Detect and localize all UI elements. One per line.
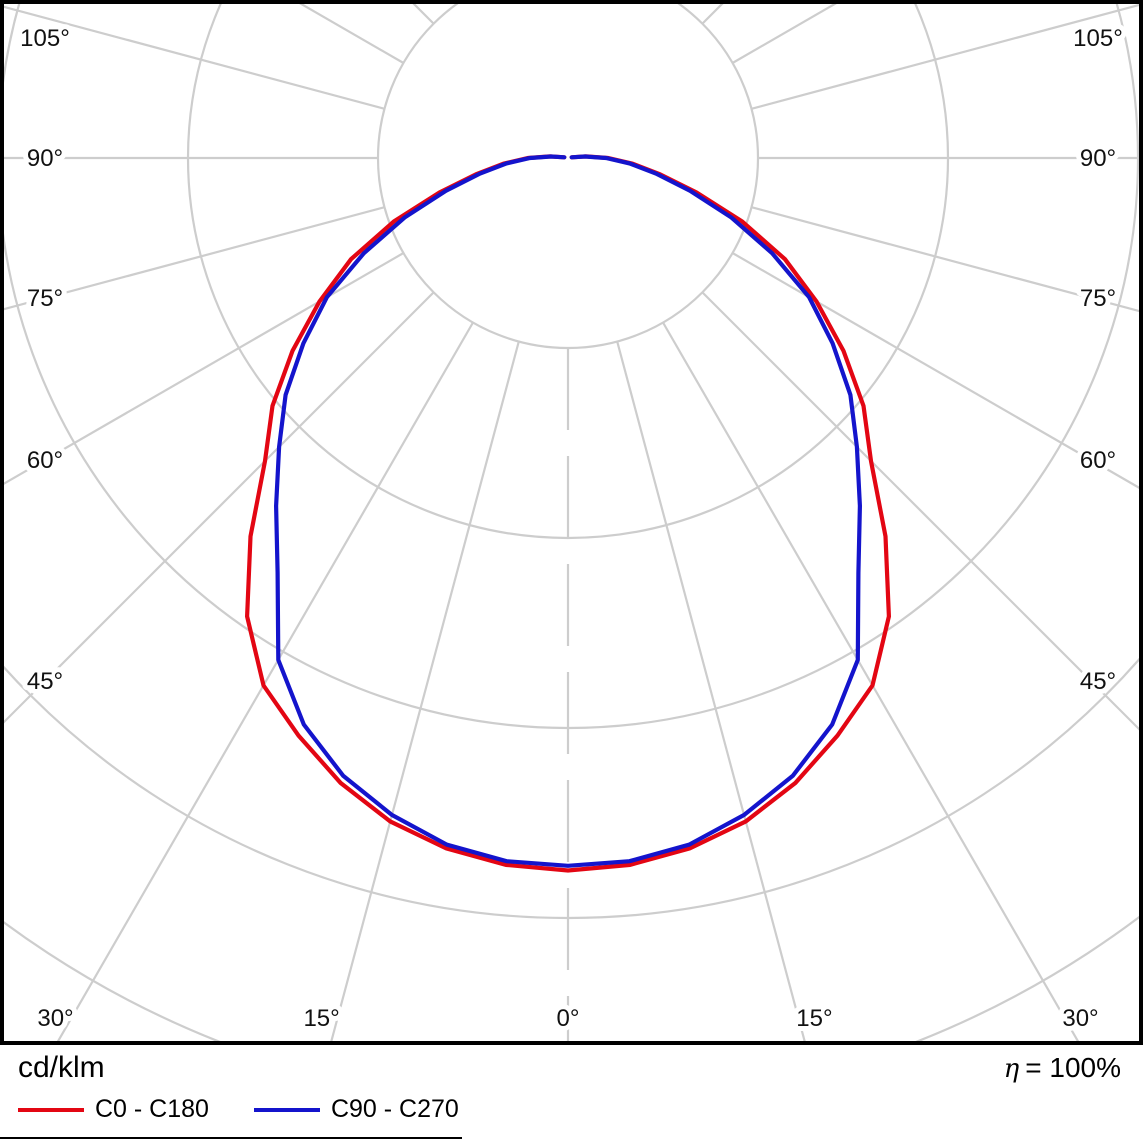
legend-header: cd/klm η = 100% xyxy=(0,1051,1143,1085)
angle-label: 15° xyxy=(303,1005,339,1032)
grid-spoke xyxy=(330,341,520,1041)
legend-entries: C0 - C180 C90 - C270 xyxy=(0,1095,462,1139)
grid-spoke xyxy=(701,291,1139,731)
grid-spoke xyxy=(4,291,435,724)
curve-c0-c180 xyxy=(244,154,892,873)
legend-swatch-c90-c270 xyxy=(253,1107,320,1112)
grid-spoke xyxy=(751,206,1139,313)
legend-swatch-c0-c180 xyxy=(18,1107,84,1112)
angle-label: 45° xyxy=(27,668,63,695)
angle-label: 30° xyxy=(37,1005,73,1032)
legend: cd/klm η = 100% C0 - C180 C90 - C270 xyxy=(0,1045,1143,1143)
angle-label: 60° xyxy=(1080,447,1116,474)
angle-label: 105° xyxy=(20,25,70,52)
curve-c90-c270 xyxy=(273,154,863,868)
grid-spoke xyxy=(4,252,405,485)
angle-label: 45° xyxy=(1080,668,1116,695)
grid-ring xyxy=(376,4,760,350)
plot-border xyxy=(0,0,1143,1045)
angle-label: 75° xyxy=(1080,285,1116,312)
grid-spoke xyxy=(616,341,806,1041)
angle-label: 0° xyxy=(557,1005,580,1032)
units-label: cd/klm xyxy=(18,1051,105,1084)
grid-spoke xyxy=(662,321,1080,1041)
grid-ring xyxy=(4,657,1139,919)
curves xyxy=(244,154,892,873)
grid-spoke xyxy=(4,206,385,311)
angle-label: 90° xyxy=(1080,145,1116,172)
angle-label: 30° xyxy=(1062,1005,1098,1032)
efficiency-label: η = 100% xyxy=(1004,1052,1121,1084)
eta-value: = 100% xyxy=(1025,1052,1121,1083)
grid-spoke xyxy=(56,321,474,1041)
legend-label-c90-c270: C90 - C270 xyxy=(330,1095,459,1123)
legend-label-c0-c180: C0 - C180 xyxy=(95,1095,209,1123)
angle-label: 60° xyxy=(27,447,63,474)
grid-spoke xyxy=(731,252,1139,489)
grid-spoke xyxy=(4,5,385,110)
angle-label: 90° xyxy=(27,145,63,172)
polar-chart-svg: 105° 105° 90° 90° 75° 75° 60° 60° 45° 45° 30° 15° 0°… xyxy=(0,0,1143,1045)
angle-label: 15° xyxy=(796,1005,832,1032)
eta-symbol: η xyxy=(1003,1054,1020,1084)
polar-diagram: 105° 105° 90° 90° 75° 75° 60° 60° 45° 45° 30° 15° 0°… xyxy=(0,0,1143,1045)
angle-label: 105° xyxy=(1073,25,1123,52)
angle-label: 75° xyxy=(27,285,63,312)
grid-spoke xyxy=(751,4,1139,110)
angle-labels: 105° 105° 90° 90° 75° 75° 60° 60° 45° 45° 30° 15° 0°… xyxy=(15,20,1128,1037)
